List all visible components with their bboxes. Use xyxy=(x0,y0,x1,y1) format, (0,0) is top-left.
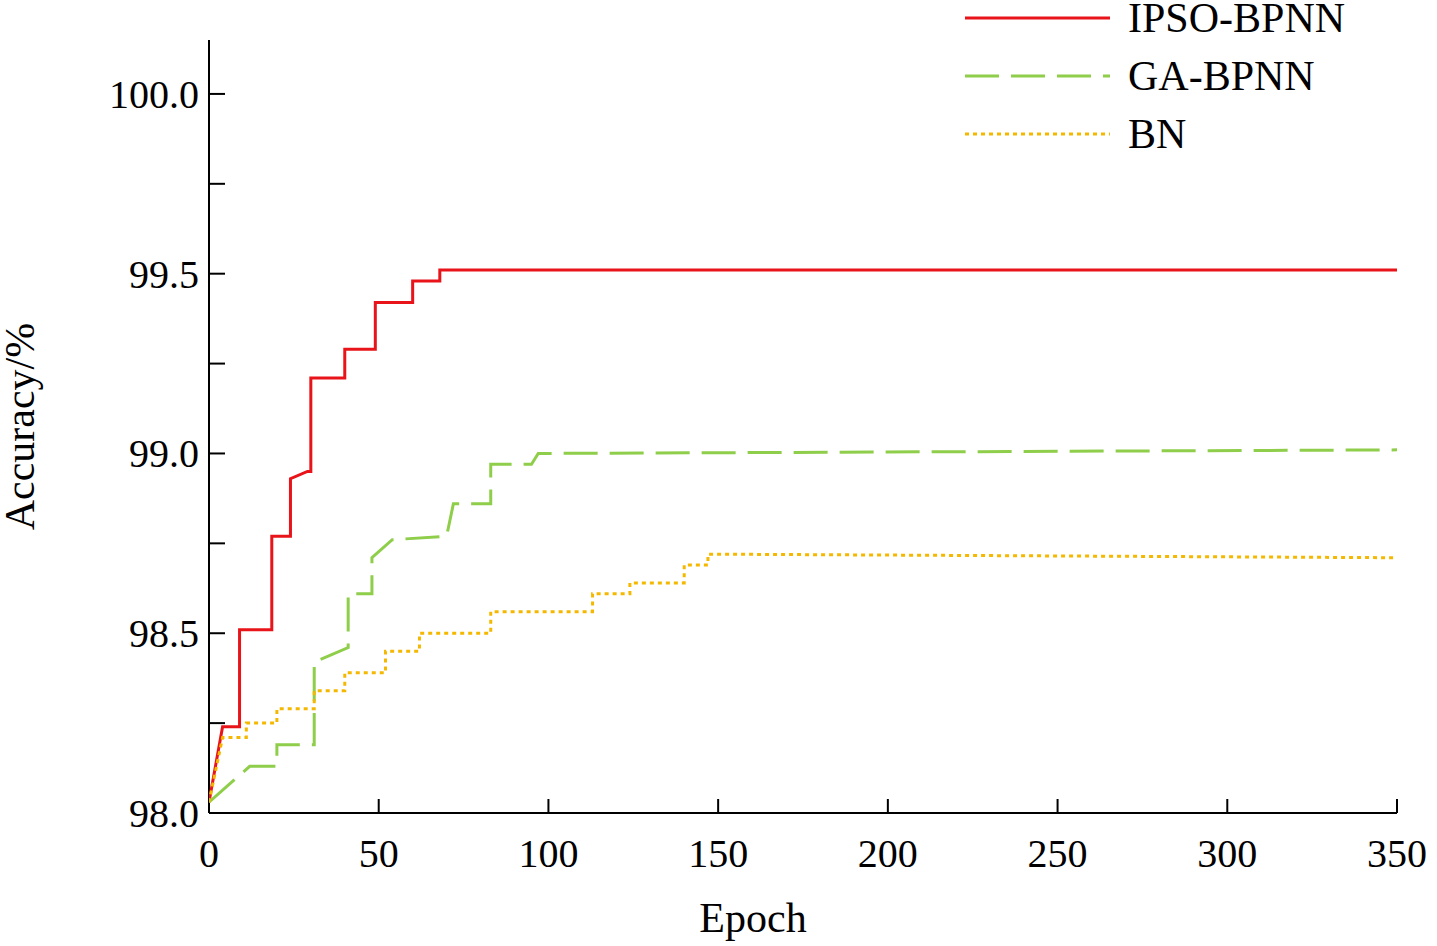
x-tick-label: 350 xyxy=(1367,831,1427,876)
y-tick xyxy=(209,93,225,95)
x-tick-label: 100 xyxy=(518,831,578,876)
legend-swatch xyxy=(965,17,1110,20)
series-line xyxy=(209,554,1397,802)
x-tick xyxy=(1226,799,1228,813)
y-axis xyxy=(208,40,210,813)
x-tick xyxy=(1057,799,1059,813)
legend-swatch xyxy=(965,75,1110,78)
x-axis xyxy=(209,812,1397,814)
x-tick-label: 50 xyxy=(359,831,399,876)
y-tick-label: 99.0 xyxy=(129,431,199,476)
x-tick xyxy=(887,799,889,813)
y-minor-tick xyxy=(209,722,225,724)
chart: 98.0 98.5 99.0 99.5 100.0 0 50 100 150 200 250 300 3… xyxy=(0,0,1437,946)
x-tick-label: 0 xyxy=(199,831,219,876)
y-minor-tick xyxy=(209,542,225,544)
plot-lines xyxy=(209,270,1397,802)
legend-label: IPSO-BPNN xyxy=(1128,0,1345,41)
y-tick xyxy=(209,812,225,814)
y-minor-tick xyxy=(209,183,225,185)
legend-label: BN xyxy=(1128,111,1186,157)
y-tick-label: 100.0 xyxy=(109,72,199,117)
y-tick-label: 98.5 xyxy=(129,611,199,656)
x-axis-label: Epoch xyxy=(699,895,806,941)
y-axis-label: Accuracy/% xyxy=(0,323,43,531)
x-tick-label: 150 xyxy=(688,831,748,876)
legend-swatch xyxy=(965,133,1110,136)
y-tick xyxy=(209,273,225,275)
y-tick xyxy=(209,452,225,454)
y-tick-label: 99.5 xyxy=(129,252,199,297)
y-tick-label: 98.0 xyxy=(129,791,199,836)
x-tick xyxy=(547,799,549,813)
x-tick xyxy=(717,799,719,813)
x-tick-label: 300 xyxy=(1197,831,1257,876)
x-tick xyxy=(378,799,380,813)
y-minor-tick xyxy=(209,363,225,365)
x-tick-label: 250 xyxy=(1028,831,1088,876)
series-line xyxy=(209,450,1397,802)
series-line xyxy=(209,270,1397,802)
y-tick xyxy=(209,632,225,634)
x-tick-label: 200 xyxy=(858,831,918,876)
x-tick xyxy=(1396,799,1398,813)
legend-label: GA-BPNN xyxy=(1128,53,1315,99)
